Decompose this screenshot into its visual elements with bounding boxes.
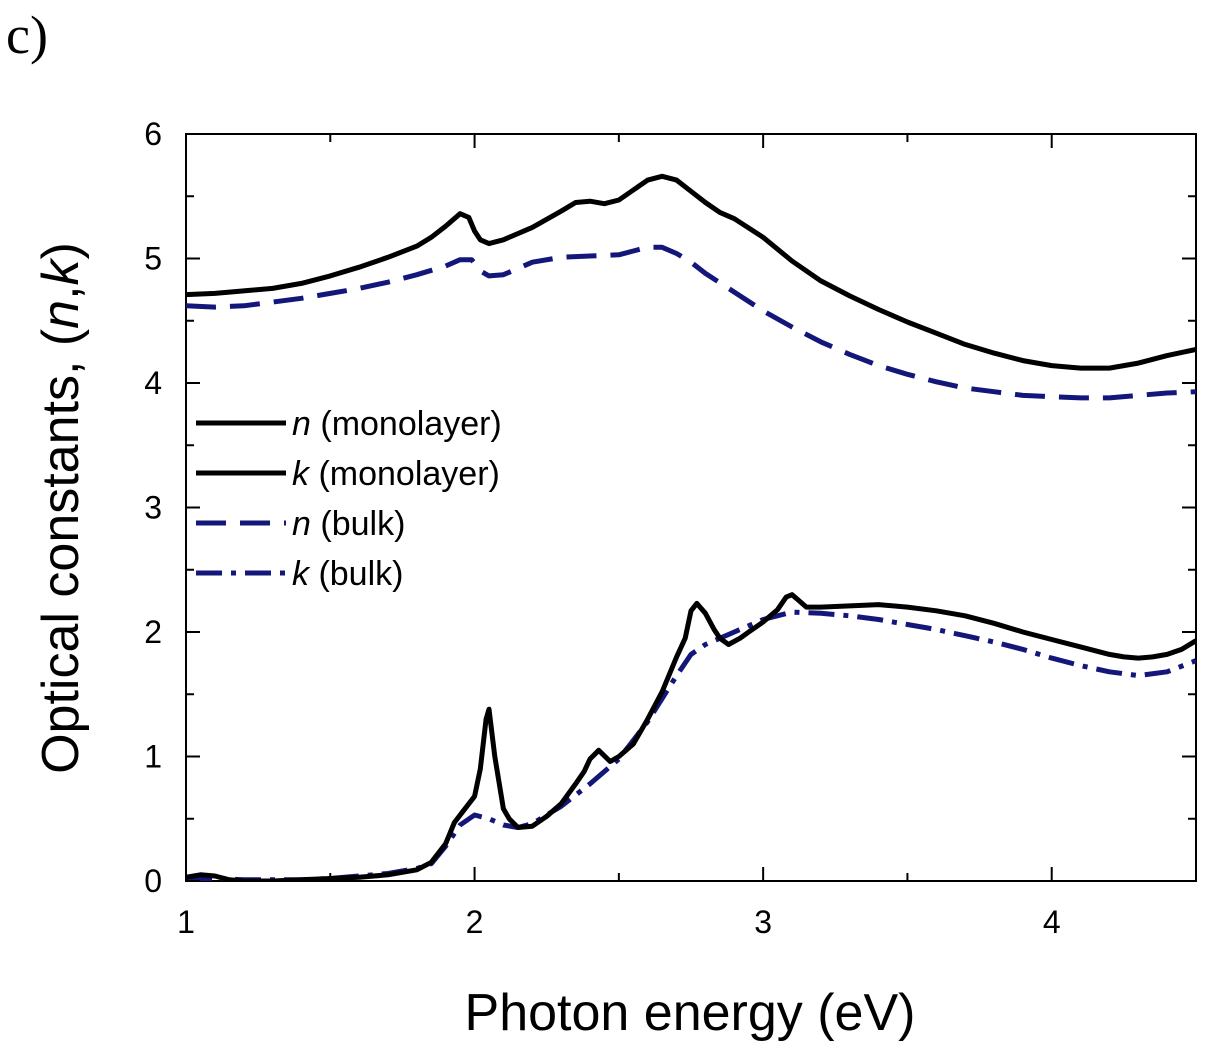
legend-label: n (bulk) bbox=[292, 505, 405, 543]
x-tick-label: 4 bbox=[1043, 904, 1061, 940]
y-tick-label: 0 bbox=[144, 863, 162, 899]
y-tick-label: 4 bbox=[144, 365, 162, 401]
series-line-4 bbox=[186, 609, 1196, 881]
legend-rest: (bulk) bbox=[309, 555, 403, 593]
x-tick-label: 2 bbox=[466, 904, 484, 940]
legend-symbol: k bbox=[292, 555, 311, 593]
y-axis-title-close: ) bbox=[32, 242, 90, 259]
legend-rest: (bulk) bbox=[311, 505, 405, 543]
legend-label: k (bulk) bbox=[292, 555, 403, 593]
legend-rest: (monolayer) bbox=[309, 455, 500, 493]
y-axis-title-prefix: Optical constants, bbox=[32, 346, 90, 774]
y-axis-title-open: ( bbox=[32, 328, 90, 346]
y-axis-title: Optical constants, (n,k) bbox=[32, 242, 90, 774]
series-line-3 bbox=[186, 244, 1196, 401]
y-axis-title-comma: , bbox=[32, 285, 90, 299]
y-tick-label: 1 bbox=[144, 739, 162, 775]
y-axis-title-n: n bbox=[32, 300, 90, 329]
y-tick-label: 2 bbox=[144, 614, 162, 650]
x-axis-title: Photon energy (eV) bbox=[465, 984, 916, 1042]
axis-ticks bbox=[185, 133, 1196, 882]
legend-symbol: n bbox=[292, 405, 311, 443]
x-tick-label: 3 bbox=[754, 904, 772, 940]
y-axis-title-k: k bbox=[32, 256, 90, 285]
y-tick-label: 3 bbox=[144, 490, 162, 526]
legend-symbol: k bbox=[292, 455, 311, 493]
legend: n (monolayer)k (monolayer)n (bulk)k (bul… bbox=[196, 405, 502, 593]
legend-label: k (monolayer) bbox=[292, 455, 500, 493]
series-line-2 bbox=[186, 592, 1196, 881]
y-tick-label: 6 bbox=[144, 116, 162, 152]
legend-rest: (monolayer) bbox=[311, 405, 502, 443]
series-group bbox=[186, 173, 1196, 881]
y-tick-label: 5 bbox=[144, 241, 162, 277]
series-line-1 bbox=[186, 173, 1196, 371]
panel-label: c) bbox=[6, 5, 48, 65]
legend-label: n (monolayer) bbox=[292, 405, 502, 443]
x-tick-label: 1 bbox=[177, 904, 195, 940]
legend-symbol: n bbox=[292, 505, 311, 543]
